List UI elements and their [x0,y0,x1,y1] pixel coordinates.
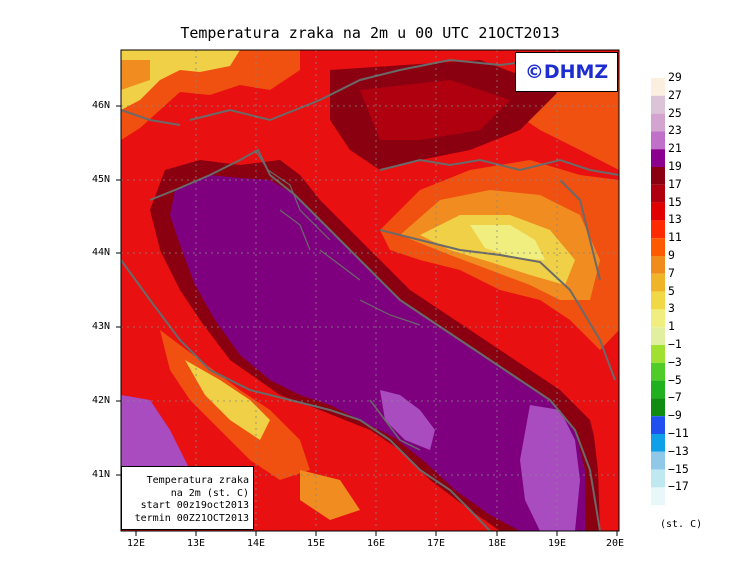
legend-label: 7 [668,265,675,280]
legend-label: −1 [668,337,682,351]
lat-label-44: 44N [92,247,111,258]
legend-label: 11 [668,230,682,245]
legend-swatch [651,309,665,328]
legend-swatch [651,131,665,150]
lat-label-42: 42N [92,395,111,406]
legend-label: 23 [668,123,682,138]
info-line-2: na 2m (st. C) [170,487,249,499]
legend-label: 27 [668,87,682,102]
legend-swatch [651,416,665,434]
lon-label-14: 14E [247,538,266,549]
lon-label-20: 20E [606,538,625,549]
legend-label: 9 [668,248,675,262]
legend-label: 29 [668,70,682,84]
legend-swatch [651,291,665,310]
legend-swatch [651,78,665,96]
legend-label: −7 [668,390,682,405]
lat-label-46: 46N [92,100,111,111]
legend-label: 25 [668,105,682,120]
info-box: Temperatura zraka na 2m (st. C) start 00… [121,466,254,530]
map-frame [120,49,620,532]
legend-swatch [651,434,665,452]
lon-label-16: 16E [367,538,386,549]
legend-label: −11 [668,426,689,440]
legend-label: 15 [668,194,682,209]
legend-swatch [651,220,665,239]
axis-ticks [116,105,618,536]
lon-label-19: 19E [548,538,567,549]
legend-label: 5 [668,283,675,298]
lon-label-18: 18E [488,538,507,549]
legend-label: 19 [668,159,682,173]
legend-colorbar [651,78,665,506]
lat-label-45: 45N [92,174,111,185]
info-line-1: Temperatura zraka [146,475,249,486]
lat-label-43: 43N [92,321,111,332]
legend-swatch [651,469,665,488]
lon-label-17: 17E [427,538,446,549]
legend-swatch [651,345,665,363]
legend-swatch [651,149,665,167]
legend-swatch [651,380,665,399]
lon-label-15: 15E [307,538,326,549]
legend-swatch [651,95,665,114]
info-line-3: start 00z19oct2013 [140,500,249,511]
graticule [121,50,619,531]
dhmz-logo: ©DHMZ [515,52,618,92]
legend-label: 3 [668,301,675,316]
legend-unit: (st. C) [660,519,703,530]
legend-swatch [651,184,665,203]
legend-swatch [651,256,665,274]
legend-label: 1 [668,319,675,334]
legend-label: −9 [668,408,682,423]
legend-swatch [651,167,665,185]
legend-swatch [651,113,665,132]
legend-swatch [651,398,665,417]
legend-swatch [651,487,665,506]
legend-swatch [651,451,665,470]
legend-label: −17 [668,479,689,494]
info-line-4: termin 00Z21OCT2013 [134,512,249,524]
legend-label: 21 [668,141,682,156]
legend-swatch [651,238,665,256]
lon-label-13: 13E [187,538,206,549]
coastline-borders [121,58,619,531]
map-field [121,50,619,531]
legend-label: −5 [668,372,682,387]
legend-label: 17 [668,176,682,191]
legend-swatch [651,202,665,221]
lat-label-41: 41N [92,469,111,480]
legend-label: −3 [668,354,682,369]
legend-label: 13 [668,212,682,227]
legend-swatch [651,327,665,345]
lon-label-12: 12E [127,538,146,549]
legend-label: −15 [668,461,689,476]
map-title: Temperatura zraka na 2m u 00 UTC 21OCT20… [180,24,560,42]
legend-swatch [651,273,665,292]
legend-label: −13 [668,443,689,458]
legend-swatch [651,362,665,381]
